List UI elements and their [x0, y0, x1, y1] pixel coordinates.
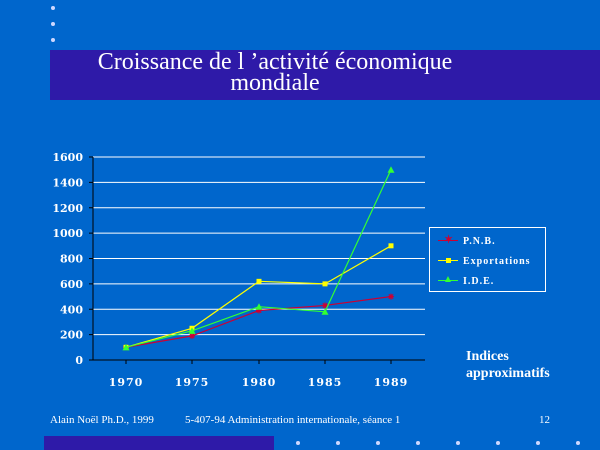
legend-label-exportations: Exportations: [463, 255, 531, 267]
note-line1: Indices: [466, 349, 509, 364]
legend-label-ide: I.D.E.: [463, 275, 495, 287]
x-tick-label: 1980: [242, 376, 277, 389]
note-line2: approximatifs: [466, 366, 550, 381]
dot: [336, 441, 340, 445]
slide-title: Croissance de l ’activité économique mon…: [50, 49, 500, 96]
x-tick-label: 1985: [308, 376, 343, 389]
footer-band: [44, 436, 274, 450]
y-tick-label: 600: [60, 278, 83, 291]
y-tick-label: 0: [75, 354, 83, 367]
dot: [376, 441, 380, 445]
slide-title-line2: mondiale: [230, 70, 320, 96]
data-point: [388, 293, 394, 300]
y-tick-label: 1600: [52, 151, 83, 164]
y-tick-label: 400: [60, 303, 83, 316]
data-point: [387, 166, 395, 173]
dot: [496, 441, 500, 445]
legend-swatch-exportations: [438, 254, 458, 268]
data-point: [256, 307, 262, 314]
data-point: [322, 281, 328, 287]
slide-title-line1: Croissance de l ’activité économique: [97, 49, 453, 75]
y-tick-label: 1200: [52, 202, 83, 215]
dot: [51, 6, 55, 10]
data-point: [388, 243, 394, 249]
legend-swatch-ide: [438, 274, 458, 288]
decorative-dots-vertical: [51, 6, 57, 54]
data-point: [255, 303, 263, 310]
dot: [456, 441, 460, 445]
legend-item-ide: I.D.E.: [438, 274, 494, 288]
data-point: [189, 332, 195, 339]
footer-course: 5-407-94 Administration internationale, …: [185, 414, 401, 426]
data-point: [321, 308, 329, 315]
y-tick-label: 200: [60, 329, 83, 342]
chart-legend: ✶ P.N.B. Exportations I.D.E.: [429, 227, 546, 292]
legend-swatch-pnb: ✶: [438, 234, 458, 248]
data-point: [256, 278, 262, 284]
x-tick-label: 1975: [175, 376, 210, 389]
data-point: [122, 343, 130, 351]
dot: [536, 441, 540, 445]
legend-item-pnb: ✶ P.N.B.: [438, 234, 496, 248]
legend-item-exportations: Exportations: [438, 254, 531, 268]
dot: [51, 22, 55, 26]
data-point: [322, 302, 328, 309]
dot: [51, 38, 55, 42]
footer-page-number: 12: [539, 414, 550, 426]
dot: [416, 441, 420, 445]
legend-label-pnb: P.N.B.: [463, 235, 496, 247]
y-tick-label: 800: [60, 253, 83, 266]
chart-note: Indices approximatifs: [466, 348, 586, 382]
title-band: [50, 50, 600, 100]
x-tick-label: 1989: [374, 376, 409, 389]
dot: [296, 441, 300, 445]
series-line-1: [125, 245, 392, 348]
x-tick-label: 1970: [109, 376, 144, 389]
data-point: [188, 327, 196, 334]
footer-author: Alain Noël Ph.D., 1999: [50, 414, 154, 426]
y-tick-label: 1000: [52, 227, 83, 240]
y-tick-label: 1400: [52, 176, 83, 189]
dot: [576, 441, 580, 445]
